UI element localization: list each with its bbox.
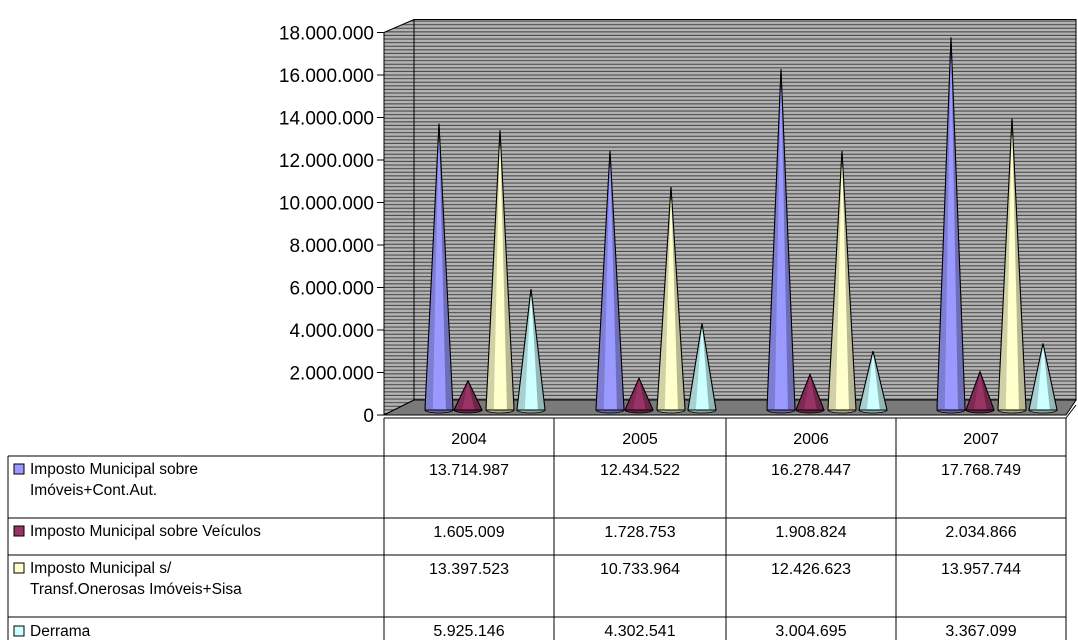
plot-back-wall bbox=[383, 18, 1077, 416]
floor bbox=[383, 399, 1077, 416]
cone-mark bbox=[516, 289, 546, 414]
data-table-cell: 1.908.824 bbox=[775, 524, 846, 541]
cone-mark bbox=[453, 379, 483, 414]
cone-mark bbox=[795, 373, 825, 414]
series-name: Imóveis+Cont.Aut. bbox=[30, 482, 157, 499]
cone-outline bbox=[1028, 343, 1058, 411]
cone-outline bbox=[687, 323, 717, 411]
legend-swatch bbox=[13, 463, 25, 475]
cone-mark bbox=[965, 370, 995, 414]
category-header: 2006 bbox=[793, 431, 829, 448]
cone-mark bbox=[485, 130, 515, 414]
data-table-cell: 4.302.541 bbox=[604, 623, 675, 640]
cone-mark bbox=[687, 323, 717, 414]
cone-mark bbox=[595, 150, 625, 414]
legend-swatch bbox=[13, 625, 25, 637]
data-table-cell: 3.004.695 bbox=[775, 623, 846, 640]
cone-outline bbox=[827, 150, 857, 411]
cone-outline bbox=[453, 379, 483, 411]
cone-outline bbox=[516, 289, 546, 411]
series-name: Imposto Municipal sobre Veículos bbox=[30, 523, 261, 540]
data-table-cell: 3.367.099 bbox=[945, 623, 1016, 640]
data-table-cell: 5.925.146 bbox=[433, 623, 504, 640]
series-name: Transf.Onerosas Imóveis+Sisa bbox=[30, 581, 242, 598]
table-depth-edge bbox=[1065, 404, 1077, 419]
y-tick-label: 14.000.000 bbox=[279, 109, 374, 130]
back-wall bbox=[413, 19, 1077, 401]
data-table-cell: 12.434.522 bbox=[600, 462, 680, 479]
cone-outline bbox=[858, 351, 888, 411]
data-table-cell: 1.605.009 bbox=[433, 524, 504, 541]
cone-outline bbox=[656, 186, 686, 411]
cone-mark bbox=[827, 150, 857, 414]
cone-mark bbox=[858, 351, 888, 414]
y-tick-label: 6.000.000 bbox=[289, 279, 374, 300]
data-table-cell: 17.768.749 bbox=[941, 462, 1021, 479]
data-table-cell: 2.034.866 bbox=[945, 524, 1016, 541]
y-tick-label: 2.000.000 bbox=[289, 364, 374, 385]
data-table-cell: 1.728.753 bbox=[604, 524, 675, 541]
cone-mark bbox=[1028, 343, 1058, 414]
cone-outline bbox=[766, 69, 796, 411]
data-table-cell: 16.278.447 bbox=[771, 462, 851, 479]
value-axis: 0 2.000.000 4.000.000 6.000.000 8.000.000 10.… bbox=[279, 24, 385, 427]
y-tick-label: 16.000.000 bbox=[279, 66, 374, 87]
cone-outline bbox=[485, 130, 515, 411]
y-tick-label: 8.000.000 bbox=[289, 236, 374, 257]
category-header: 2007 bbox=[963, 431, 999, 448]
cone-mark bbox=[624, 377, 654, 414]
series-name: Imposto Municipal s/ bbox=[30, 560, 172, 577]
side-wall bbox=[383, 18, 415, 416]
category-header: 2004 bbox=[451, 431, 487, 448]
data-table-cell: 13.397.523 bbox=[429, 561, 509, 578]
category-header: 2005 bbox=[622, 431, 658, 448]
cone-mark bbox=[936, 37, 966, 414]
y-tick-label: 18.000.000 bbox=[279, 24, 374, 45]
cone-outline bbox=[624, 377, 654, 411]
cone-mark bbox=[424, 123, 454, 414]
cone-outline bbox=[936, 37, 966, 411]
data-table-cell: 12.426.623 bbox=[771, 561, 851, 578]
series-name: Derrama bbox=[30, 623, 91, 640]
data-table-cell: 13.957.744 bbox=[941, 561, 1021, 578]
legend-swatch bbox=[13, 525, 25, 537]
cone-mark bbox=[766, 69, 796, 414]
cone-marks bbox=[424, 37, 1058, 414]
y-tick-label: 10.000.000 bbox=[279, 194, 374, 215]
cone-outline bbox=[795, 373, 825, 411]
cone-outline bbox=[965, 370, 995, 411]
cone-mark bbox=[656, 186, 686, 414]
cone-outline bbox=[997, 118, 1027, 411]
cone-mark bbox=[997, 118, 1027, 414]
legend-swatch bbox=[13, 562, 25, 574]
data-table-cell: 10.733.964 bbox=[600, 561, 680, 578]
cone-outline bbox=[424, 123, 454, 411]
cone-outline bbox=[595, 150, 625, 411]
y-tick-label: 12.000.000 bbox=[279, 151, 374, 172]
data-table: 2004 2005 2006 2007 Imposto Municipal sobre I… bbox=[7, 404, 1077, 640]
series-name: Imposto Municipal sobre bbox=[30, 461, 198, 478]
y-tick-label: 0 bbox=[363, 406, 374, 427]
data-table-cell: 13.714.987 bbox=[429, 462, 509, 479]
y-tick-label: 4.000.000 bbox=[289, 321, 374, 342]
